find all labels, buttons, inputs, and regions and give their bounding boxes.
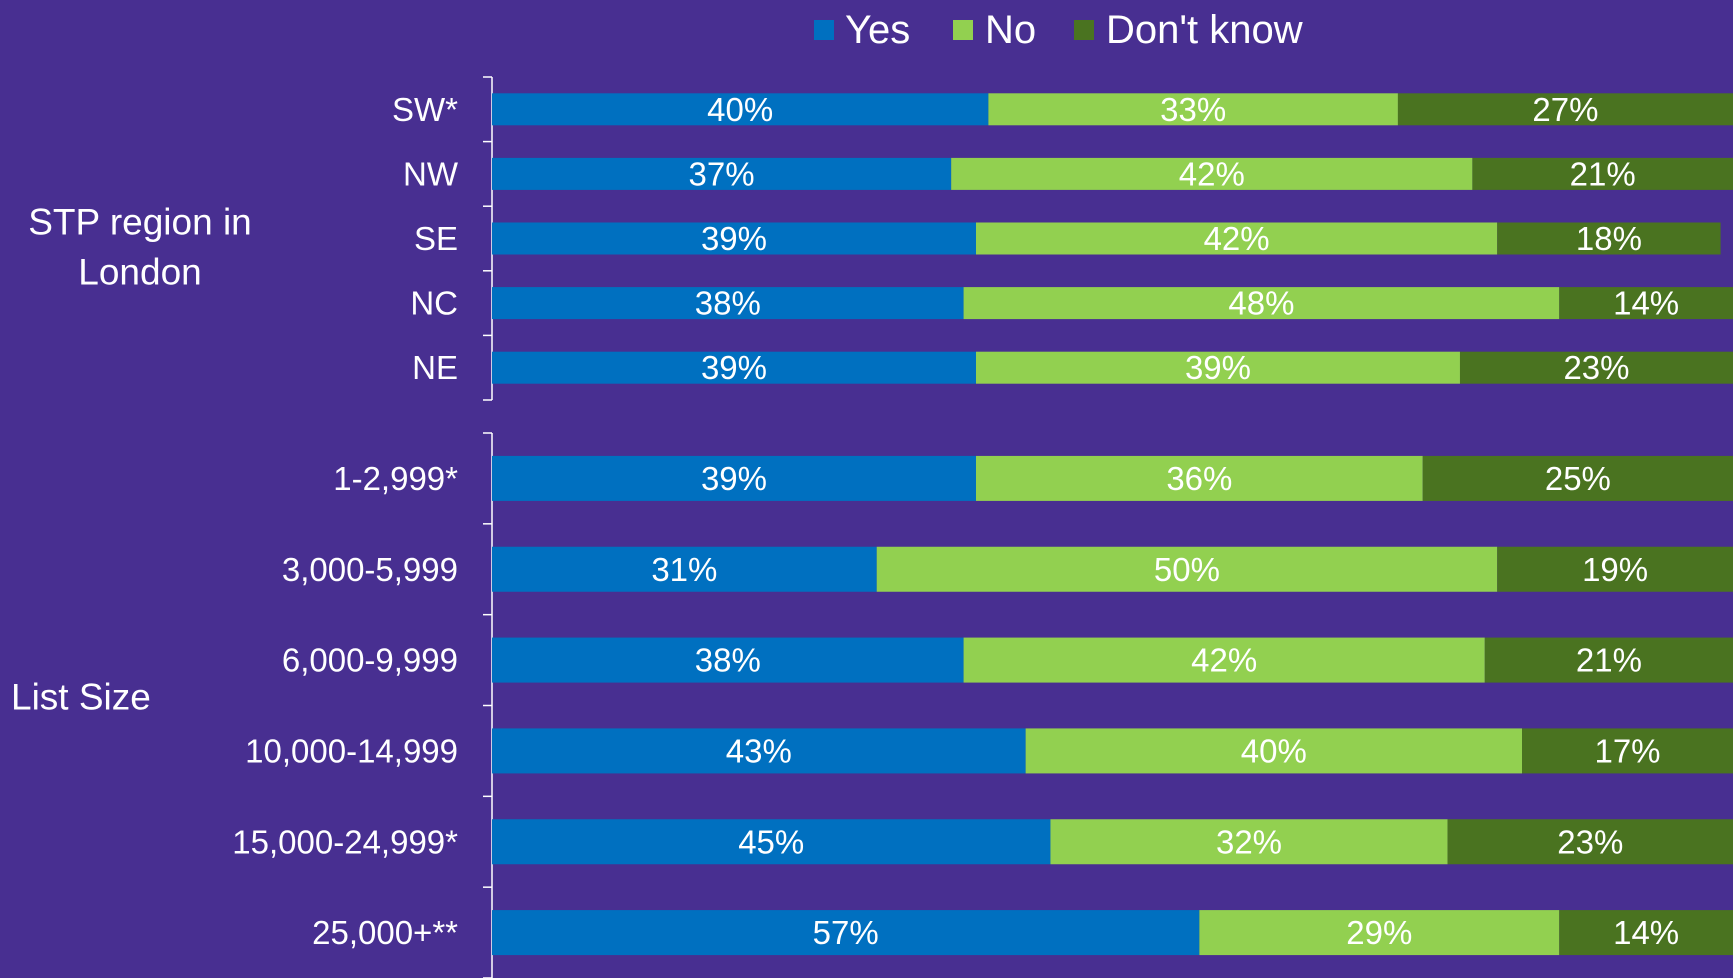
bar-segment xyxy=(975,351,1460,384)
bar-segment xyxy=(492,637,964,683)
bar-segment xyxy=(1199,910,1560,956)
legend-swatch xyxy=(953,20,973,40)
bar-segment xyxy=(492,728,1026,774)
bar-segment xyxy=(1459,351,1733,384)
value-label: 38% xyxy=(695,285,761,322)
value-label: 21% xyxy=(1570,155,1636,192)
value-label: 48% xyxy=(1228,285,1294,322)
category-label: SW* xyxy=(392,91,458,128)
bar-segment xyxy=(1522,728,1733,774)
bar-segment xyxy=(975,222,1498,255)
bar-segment xyxy=(492,222,976,255)
bar-segment xyxy=(1422,455,1733,501)
category-label: NE xyxy=(412,349,458,386)
value-label: 33% xyxy=(1160,91,1226,128)
value-label: 27% xyxy=(1532,91,1598,128)
value-label: 14% xyxy=(1613,285,1679,322)
value-label: 25% xyxy=(1545,460,1611,497)
bar-segment xyxy=(1559,287,1733,320)
bar-segment xyxy=(963,637,1485,683)
category-label: NC xyxy=(410,285,458,322)
group-label: STP region in xyxy=(28,202,252,243)
bar-segment xyxy=(951,157,1473,190)
value-label: 23% xyxy=(1557,823,1623,860)
bar-segment xyxy=(988,93,1398,126)
bar-segment xyxy=(1050,819,1448,865)
value-label: 29% xyxy=(1346,914,1412,951)
bar-segment xyxy=(1472,157,1733,190)
bar-segment xyxy=(492,351,976,384)
group-label: London xyxy=(78,252,201,293)
category-label: 1-2,999* xyxy=(333,460,458,497)
bar-segment xyxy=(876,546,1498,592)
legend-label: Yes xyxy=(845,8,910,52)
value-label: 40% xyxy=(1241,732,1307,769)
bar-segment xyxy=(1497,546,1733,592)
value-label: 19% xyxy=(1582,551,1648,588)
value-label: 42% xyxy=(1191,642,1257,679)
value-label: 23% xyxy=(1563,349,1629,386)
value-label: 38% xyxy=(695,642,761,679)
value-label: 39% xyxy=(701,460,767,497)
bar-segment xyxy=(1447,819,1733,865)
value-label: 14% xyxy=(1613,914,1679,951)
value-label: 45% xyxy=(738,823,804,860)
bar-segment xyxy=(963,287,1560,320)
value-label: 40% xyxy=(707,91,773,128)
bar-segment xyxy=(492,157,952,190)
value-label: 37% xyxy=(689,155,755,192)
category-label: SE xyxy=(414,220,458,257)
bar-segment xyxy=(1397,93,1733,126)
group-label: List Size xyxy=(11,677,151,718)
bar-segment xyxy=(1025,728,1523,774)
value-label: 39% xyxy=(701,349,767,386)
bar-segment xyxy=(492,93,989,126)
value-label: 21% xyxy=(1576,642,1642,679)
bar-segment xyxy=(492,819,1051,865)
value-label: 32% xyxy=(1216,823,1282,860)
category-label: 25,000+** xyxy=(312,914,458,951)
legend-label: No xyxy=(985,8,1036,52)
value-label: 50% xyxy=(1154,551,1220,588)
value-label: 39% xyxy=(701,220,767,257)
category-label: 15,000-24,999* xyxy=(232,823,458,860)
bar-segment xyxy=(492,455,976,501)
value-label: 31% xyxy=(651,551,717,588)
value-label: 39% xyxy=(1185,349,1251,386)
value-label: 43% xyxy=(726,732,792,769)
category-label: 3,000-5,999 xyxy=(282,551,458,588)
bar-segment xyxy=(492,546,877,592)
bar-segment xyxy=(1559,910,1733,956)
bar-segment xyxy=(1484,637,1733,683)
bar-segment xyxy=(1497,222,1721,255)
category-label: NW xyxy=(403,155,459,192)
category-label: 10,000-14,999 xyxy=(245,732,458,769)
bar-segment xyxy=(492,287,964,320)
bar-segment xyxy=(492,910,1200,956)
value-label: 36% xyxy=(1166,460,1232,497)
bar-segment xyxy=(975,455,1423,501)
value-label: 17% xyxy=(1594,732,1660,769)
category-label: 6,000-9,999 xyxy=(282,642,458,679)
value-label: 18% xyxy=(1576,220,1642,257)
legend-swatch xyxy=(814,20,834,40)
value-label: 42% xyxy=(1179,155,1245,192)
legend-label: Don't know xyxy=(1106,8,1303,52)
legend-swatch xyxy=(1074,20,1094,40)
value-label: 42% xyxy=(1204,220,1270,257)
value-label: 57% xyxy=(813,914,879,951)
